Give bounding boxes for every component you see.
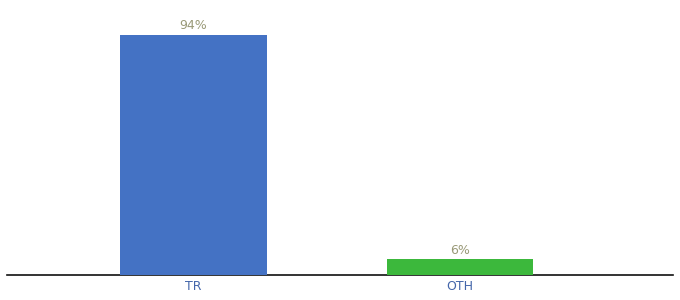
Bar [120,35,267,274]
Bar [387,259,533,274]
Text: 6%: 6% [450,244,470,257]
Text: 94%: 94% [180,20,207,32]
